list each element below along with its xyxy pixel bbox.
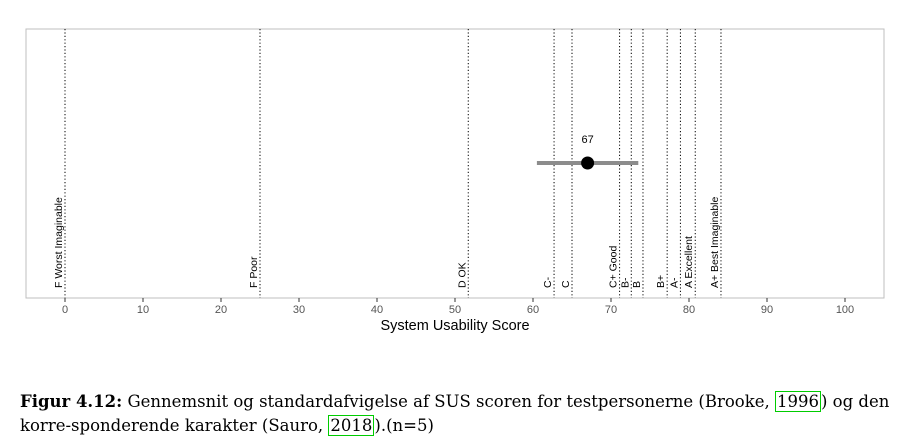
data-marks: 67 (536, 134, 639, 170)
reference-label: C+ Good (608, 246, 620, 288)
reference-label: B (631, 281, 643, 288)
x-tick-label: 0 (62, 304, 68, 316)
x-tick-label: 40 (371, 304, 383, 316)
reference-label: B- (619, 277, 631, 288)
reference-label: F Worst Imaginable (53, 197, 65, 288)
x-tick-label: 10 (137, 304, 149, 316)
reference-label: C- (542, 276, 554, 288)
reference-label: C (560, 280, 572, 288)
x-tick-label: 20 (215, 304, 227, 316)
reference-label: A+ Best Imaginable (709, 196, 721, 288)
reference-label: A- (668, 277, 680, 288)
mean-value-label: 67 (581, 134, 593, 146)
figure-caption: Figur 4.12: Gennemsnit og standardafvige… (20, 390, 892, 438)
x-tick-label: 30 (293, 304, 305, 316)
mean-point (581, 156, 595, 170)
x-tick-label: 100 (836, 304, 854, 316)
x-tick-label: 60 (527, 304, 539, 316)
reference-label: F Poor (248, 256, 260, 288)
x-axis-label: System Usability Score (380, 318, 529, 334)
caption-text-3: ).(n=5) (374, 416, 434, 435)
x-tick-label: 80 (683, 304, 695, 316)
plot-frame (25, 28, 885, 299)
caption-text-1: Gennemsnit og standardafvigelse af SUS s… (122, 392, 775, 411)
reference-label: B+ (655, 275, 667, 288)
x-tick-label: 50 (449, 304, 461, 316)
caption-label: Figur 4.12: (20, 392, 123, 411)
reference-label: A Excellent (683, 236, 695, 288)
x-axis-ticks: 0 10 20 30 40 50 60 70 80 90 100 (62, 298, 854, 316)
sus-chart: F Worst Imaginable F Poor D OK C- C C+ Good B-… (25, 28, 885, 334)
reference-lines: F Worst Imaginable F Poor D OK C- C C+ Good B-… (53, 29, 722, 298)
citation-link-sauro[interactable]: 2018 (328, 415, 375, 436)
caption-text-2: ) og den korre-sponderende karakter (Sau… (20, 392, 890, 435)
x-tick-label: 70 (605, 304, 617, 316)
citation-link-brooke[interactable]: 1996 (775, 391, 821, 412)
x-tick-label: 90 (761, 304, 773, 316)
reference-label: D OK (456, 262, 468, 288)
